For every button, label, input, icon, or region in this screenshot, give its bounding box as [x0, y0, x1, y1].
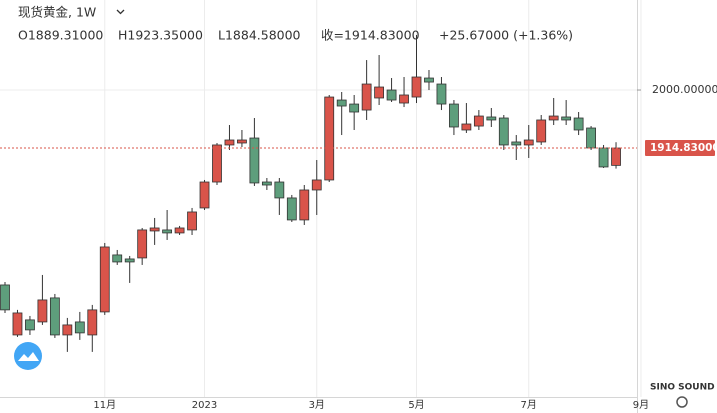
candle-body: [411, 76, 422, 98]
chart-title: 现货黄金, 1W: [18, 5, 96, 20]
candle-body: [449, 103, 459, 128]
candle-body: [299, 189, 310, 221]
candle-body: [249, 137, 260, 184]
y-tick-label: 2000.00000: [652, 83, 717, 96]
ohlc-label: L1884.58000: [218, 28, 301, 43]
candle-body: [498, 117, 509, 146]
candle-body: [536, 119, 547, 143]
candles: [0, 34, 637, 352]
candle-body: [598, 147, 609, 168]
candle-body: [149, 227, 160, 232]
candle-body: [37, 299, 48, 323]
candle-body: [124, 258, 135, 263]
candle-body: [174, 227, 185, 234]
candle-body: [99, 246, 110, 313]
candle-body: [511, 141, 522, 146]
candle-body: [224, 139, 235, 146]
candle-body: [62, 324, 73, 336]
candle-body: [324, 96, 335, 181]
x-tick-label: 7月: [521, 399, 537, 411]
candle-body: [237, 139, 247, 144]
candle-body: [436, 83, 447, 105]
candle-body: [311, 179, 322, 191]
settings-icon[interactable]: [676, 396, 688, 408]
candle-body: [611, 147, 621, 166]
last-price-label: 1914.83000: [650, 142, 717, 154]
candle-body: [486, 116, 497, 121]
candle-body: [187, 211, 197, 231]
candle-body: [112, 254, 123, 263]
candle-body: [473, 115, 484, 127]
candle-body: [523, 139, 534, 146]
candle-body: [0, 284, 10, 311]
candle-body: [361, 83, 372, 111]
candle-body: [548, 115, 559, 121]
x-tick-label: 9月: [633, 399, 649, 411]
candle-body: [374, 86, 385, 99]
candle-body: [386, 89, 397, 101]
ohlc-label: O1889.31000: [18, 28, 103, 43]
candle-body: [561, 116, 572, 121]
candle-body: [74, 321, 85, 334]
logo-shape: [18, 352, 39, 361]
ohlc-label: +25.67000 (+1.36%): [439, 28, 573, 43]
candle-body: [212, 144, 222, 183]
candle-body: [25, 319, 35, 331]
candle-body: [461, 123, 472, 131]
candle-body: [573, 117, 584, 131]
candle-body: [349, 103, 360, 113]
last-price-box: [645, 140, 715, 157]
candle-body: [586, 127, 596, 149]
x-tick-label: 2023: [192, 400, 217, 411]
candle-body: [286, 197, 297, 221]
candle-body: [162, 229, 173, 234]
candle-body: [87, 309, 98, 336]
x-tick-label: 11月: [93, 399, 116, 411]
candle-body: [336, 99, 347, 107]
ohlc-label: H1923.35000: [118, 28, 203, 43]
ohlc-header: O1889.31000 H1923.35000 L1884.58000 收=1914.…: [18, 28, 573, 43]
ohlc-label: 收=1914.83000: [321, 28, 420, 43]
watermark: SINO SOUND: [650, 383, 715, 393]
candle-body: [49, 297, 60, 336]
x-tick-label: 3月: [309, 399, 325, 411]
axes: 2000.00000 11月 2023 3月 5月 7月 9月 1914.83000: [93, 83, 717, 411]
candle-body: [424, 77, 434, 83]
candle-body: [199, 181, 210, 209]
candle-body: [274, 181, 285, 199]
candle-body: [137, 229, 148, 259]
x-tick-label: 5月: [408, 399, 424, 411]
candle-body: [399, 94, 409, 104]
logo-icon[interactable]: [14, 342, 42, 370]
candle-body: [261, 181, 272, 186]
dropdown-icon[interactable]: [116, 9, 125, 15]
candle-body: [12, 312, 23, 336]
logo-circle[interactable]: [14, 342, 42, 370]
